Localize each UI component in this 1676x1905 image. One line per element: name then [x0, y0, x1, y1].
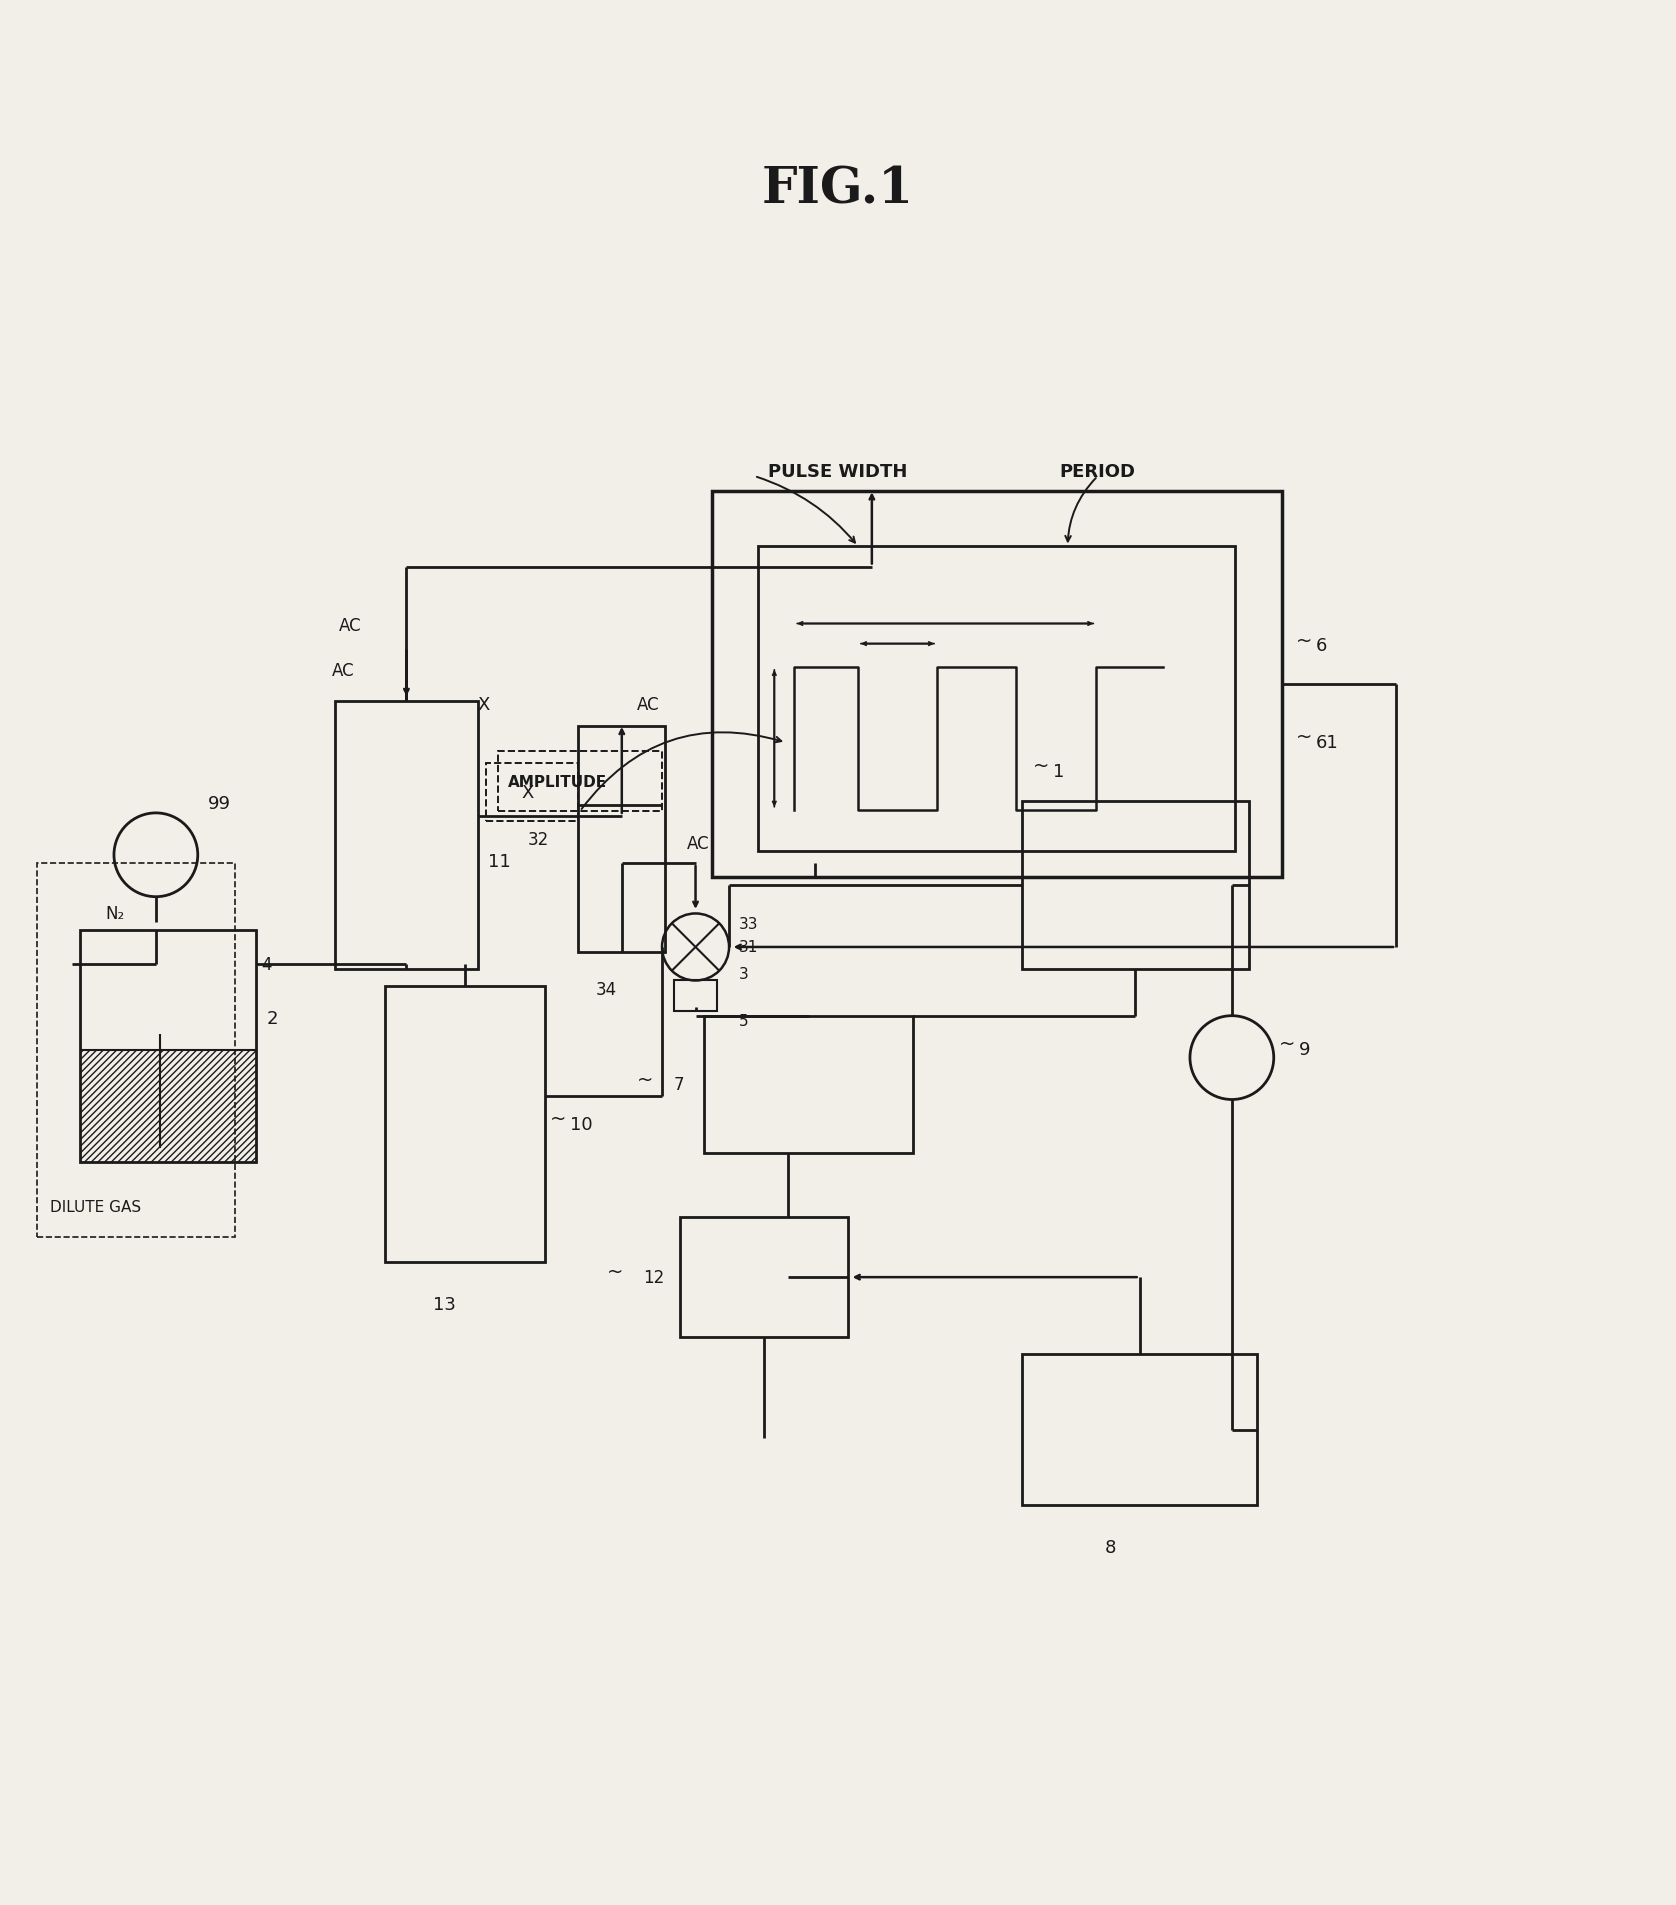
Text: 33: 33 [739, 916, 759, 932]
Text: 10: 10 [570, 1114, 592, 1133]
Text: PULSE WIDTH: PULSE WIDTH [768, 463, 908, 480]
Text: AC: AC [687, 834, 709, 853]
Text: 3: 3 [739, 966, 749, 981]
Bar [335, 701, 478, 970]
Text: 7: 7 [674, 1076, 684, 1093]
Text: AC: AC [637, 695, 659, 714]
Text: 99: 99 [208, 794, 231, 812]
Bar [486, 764, 578, 821]
Bar [680, 1217, 848, 1337]
Text: ~: ~ [1296, 728, 1312, 747]
Bar [758, 547, 1235, 852]
Text: PERIOD: PERIOD [1059, 463, 1136, 480]
Bar [80, 1052, 256, 1162]
Text: ~: ~ [550, 1109, 566, 1128]
Text: 13: 13 [432, 1295, 456, 1313]
Text: ~: ~ [637, 1071, 654, 1090]
Bar [1022, 1354, 1257, 1505]
Text: 4: 4 [261, 954, 272, 973]
Text: 61: 61 [1316, 733, 1339, 751]
Text: N₂: N₂ [106, 905, 124, 922]
Text: 9: 9 [1299, 1040, 1311, 1059]
Text: FIG.1: FIG.1 [763, 166, 913, 215]
Text: DILUTE GAS: DILUTE GAS [50, 1200, 141, 1215]
Text: 31: 31 [739, 939, 759, 954]
Bar [498, 751, 662, 812]
Bar [385, 987, 545, 1263]
Text: 6: 6 [1316, 636, 1327, 655]
Bar [37, 863, 235, 1236]
Text: X: X [521, 783, 533, 802]
Text: 12: 12 [644, 1269, 665, 1286]
Bar [578, 726, 665, 952]
Bar [80, 932, 256, 1162]
Text: AC: AC [339, 617, 360, 634]
Text: AC: AC [332, 663, 354, 680]
Text: ~: ~ [1296, 631, 1312, 650]
Bar [1022, 802, 1249, 970]
Text: ~: ~ [1279, 1034, 1296, 1053]
Text: 11: 11 [488, 853, 511, 871]
Text: ~: ~ [607, 1263, 623, 1282]
Bar [704, 1015, 913, 1154]
Text: 8: 8 [1104, 1537, 1116, 1556]
Text: AMPLITUDE: AMPLITUDE [508, 773, 607, 789]
Text: 5: 5 [739, 1013, 749, 1029]
Text: 32: 32 [528, 831, 550, 848]
Bar [674, 981, 717, 1012]
Text: ~: ~ [1032, 756, 1049, 775]
Text: 1: 1 [1053, 762, 1064, 781]
Text: 34: 34 [595, 981, 617, 998]
Bar [712, 491, 1282, 876]
Text: X: X [478, 695, 489, 714]
Text: 2: 2 [266, 1010, 278, 1027]
